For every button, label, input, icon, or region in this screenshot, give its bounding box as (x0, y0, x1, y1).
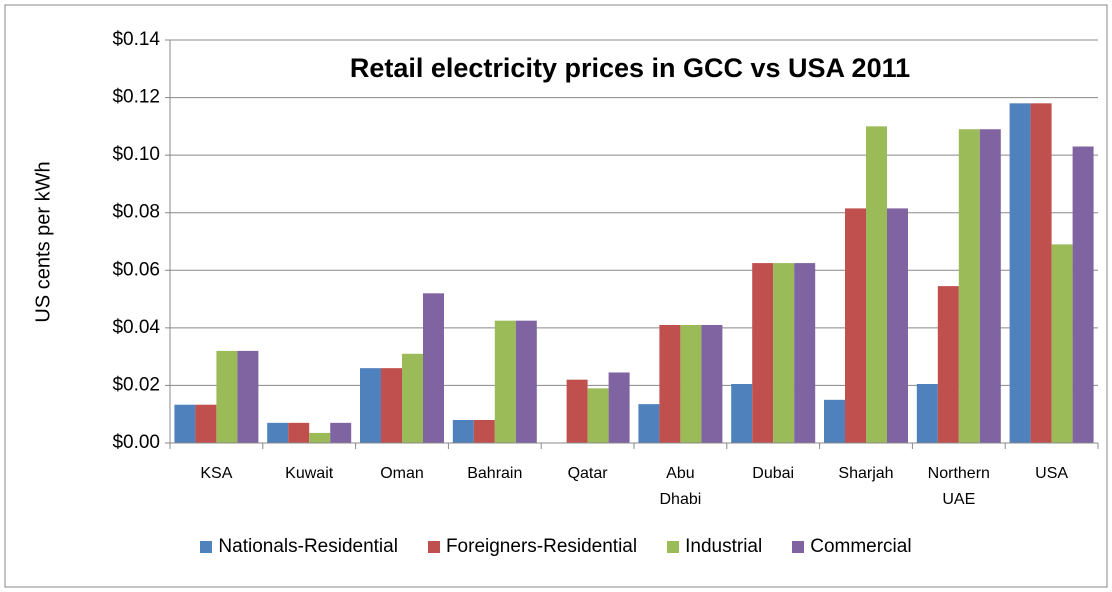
bar (515, 320, 537, 443)
bar (267, 422, 289, 443)
legend-item: Foreigners-Residential (427, 536, 638, 558)
y-axis-label: US cents per kWh (32, 161, 54, 322)
bar (731, 383, 753, 443)
bar (288, 422, 310, 443)
legend-label: Commercial (810, 536, 912, 557)
x-tick-label: Bahrain (467, 465, 523, 482)
x-tick-label: Qatar (567, 465, 608, 482)
y-tick-label: $0.02 (112, 374, 160, 395)
bar (237, 350, 259, 443)
bar (916, 383, 938, 443)
bar (680, 324, 702, 443)
bar (958, 129, 980, 443)
bar (659, 324, 681, 443)
legend-label: Foreigners-Residential (445, 536, 638, 557)
x-tick-label: Northern UAE (927, 465, 990, 508)
bar (937, 286, 959, 443)
bar (887, 208, 908, 443)
chart-title: Retail electricity prices in GCC vs USA … (350, 53, 910, 83)
x-tick-label: Abu Dhabi (659, 465, 702, 508)
bar (794, 263, 816, 443)
legend: Nationals-Residential Foreigners-Resident… (0, 536, 1112, 558)
bar (1072, 146, 1094, 443)
legend-label: Industrial (685, 536, 763, 557)
legend-swatch (792, 541, 805, 553)
x-tick-label: Kuwait (285, 465, 334, 482)
y-tick-label: $0.14 (112, 29, 160, 50)
y-tick-label: $0.00 (112, 432, 160, 453)
bar (587, 388, 609, 443)
bar (773, 263, 795, 443)
bar (824, 399, 845, 443)
legend-swatch (200, 541, 213, 553)
legend-item: Commercial (792, 536, 912, 558)
y-tick-label: $0.06 (112, 259, 160, 280)
bar (330, 422, 352, 443)
bar (174, 404, 196, 443)
bar (452, 419, 474, 443)
bar (423, 293, 444, 443)
legend-swatch (667, 541, 680, 553)
bar (473, 419, 495, 443)
bar (845, 208, 866, 443)
y-tick-label: $0.10 (112, 144, 160, 165)
x-tick-label: Oman (380, 465, 424, 482)
y-tick-label: $0.12 (112, 87, 160, 108)
x-tick-label: Sharjah (838, 465, 894, 482)
x-tick-label: KSA (200, 465, 233, 482)
bar (360, 368, 381, 443)
legend-label: Nationals-Residential (218, 536, 398, 557)
chart-frame (4, 4, 1108, 588)
bar (638, 404, 660, 443)
x-tick-label: USA (1035, 465, 1069, 482)
bar (494, 320, 516, 443)
bar (309, 432, 331, 443)
legend-item: Industrial (667, 536, 762, 558)
bar (866, 126, 887, 443)
bar (381, 368, 402, 443)
bar (402, 353, 423, 443)
bar (1051, 244, 1073, 443)
legend-item: Nationals-Residential (200, 536, 398, 558)
bar (195, 404, 217, 443)
x-tick-label: Dubai (752, 465, 795, 482)
bar (701, 324, 723, 443)
bar (566, 379, 588, 443)
bar (1009, 103, 1031, 443)
bar (608, 372, 630, 443)
legend-swatch (427, 541, 440, 553)
y-tick-label: $0.04 (112, 317, 160, 338)
bar (216, 350, 238, 443)
bar (979, 129, 1001, 443)
y-tick-label: $0.08 (112, 202, 160, 223)
bar (752, 263, 774, 443)
bar (1030, 103, 1052, 443)
